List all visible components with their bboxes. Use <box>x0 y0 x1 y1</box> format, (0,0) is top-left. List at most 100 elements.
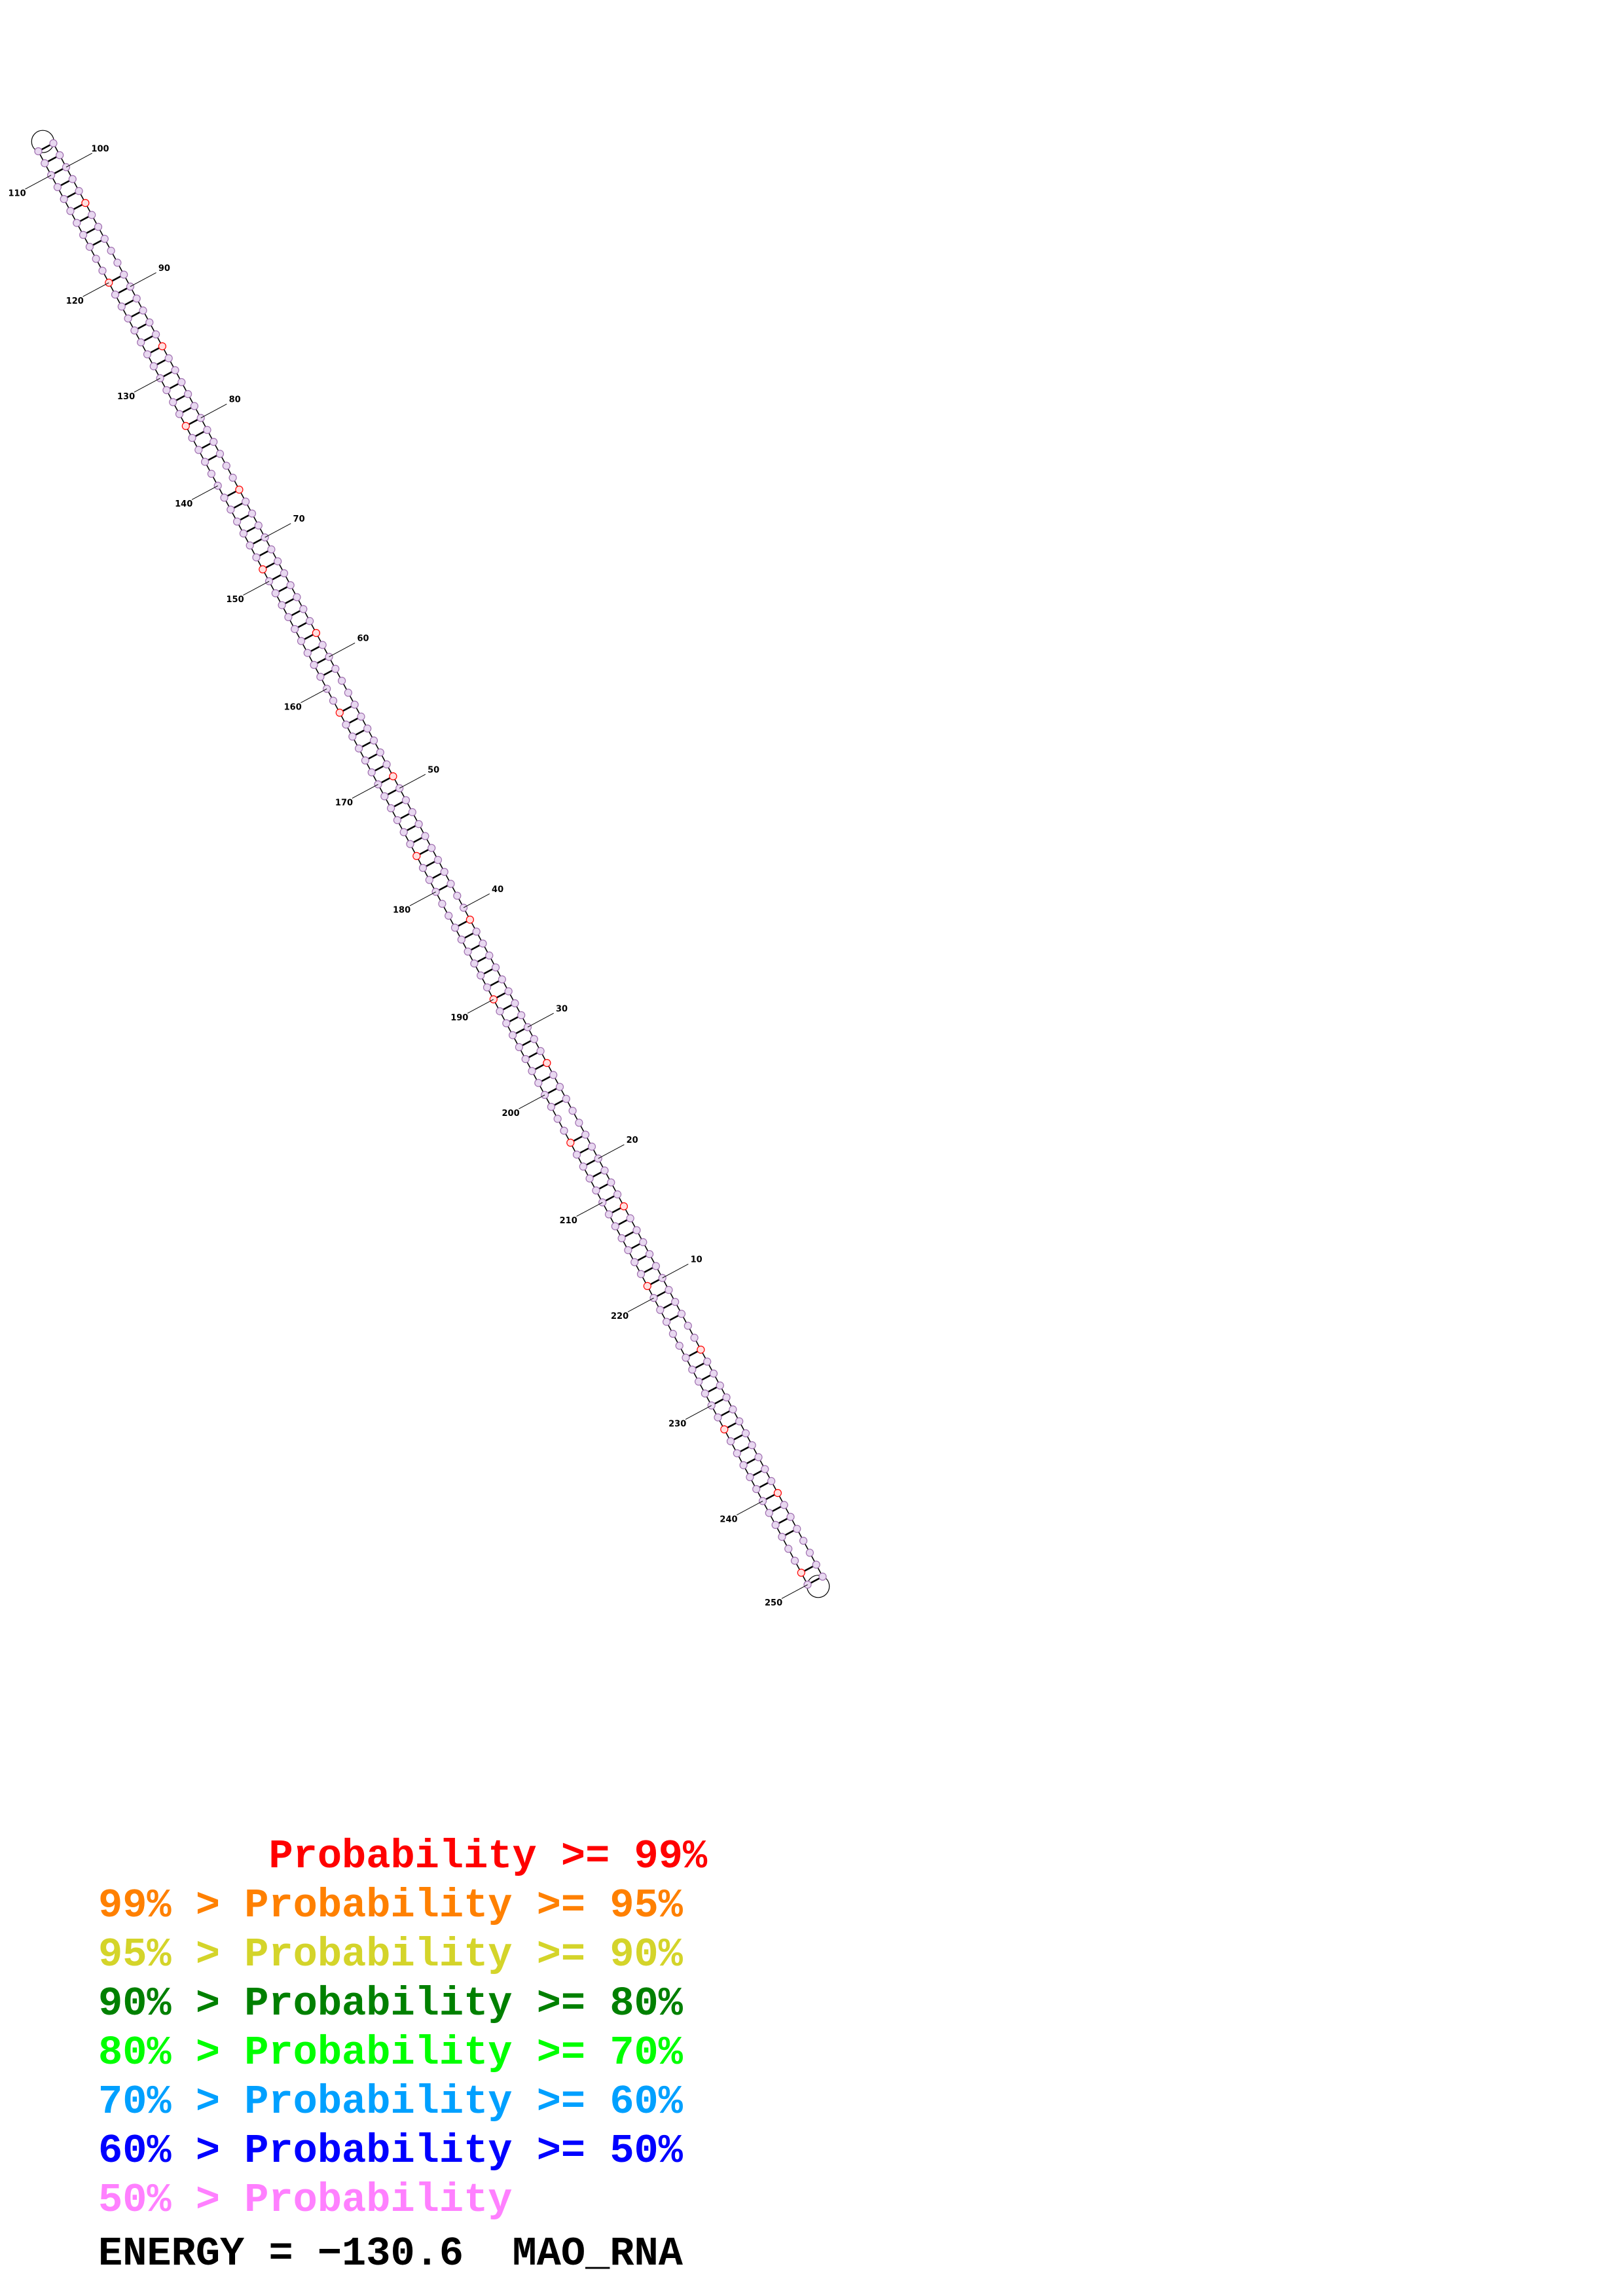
nucleotide <box>748 1441 756 1450</box>
nucleotide <box>508 1031 517 1039</box>
nucleotide <box>547 1102 556 1111</box>
nucleotide <box>158 342 166 351</box>
nucleotide <box>447 880 455 888</box>
nucleotide <box>786 1513 795 1521</box>
nucleotide <box>132 295 141 303</box>
nucleotide <box>438 899 447 908</box>
nucleotide <box>778 1533 786 1541</box>
nucleotide <box>376 748 384 757</box>
nucleotide <box>632 1226 641 1234</box>
position-label: 190 <box>450 1013 468 1023</box>
position-label: 70 <box>293 514 305 524</box>
nucleotide <box>643 1282 651 1291</box>
legend-entry-95: 99% > Probability >= 95% <box>98 1882 683 1929</box>
nucleotide <box>639 1238 647 1247</box>
nucleotide <box>130 326 139 334</box>
nucleotide <box>246 541 254 550</box>
position-label: 210 <box>560 1216 577 1226</box>
position-label: 140 <box>175 499 192 509</box>
nucleotide <box>485 951 494 960</box>
nucleotide <box>406 840 414 848</box>
position-label: 120 <box>66 296 84 306</box>
nucleotide <box>120 270 128 279</box>
nucleotide <box>517 1011 526 1020</box>
legend-entry-60: 70% > Probability >= 60% <box>98 2079 683 2125</box>
tick-line <box>576 1202 603 1217</box>
nucleotide <box>98 266 107 275</box>
nucleotide <box>107 247 115 255</box>
position-label: 130 <box>117 392 135 402</box>
position-label: 160 <box>284 702 302 712</box>
nucleotide <box>600 1166 609 1175</box>
nucleotide <box>465 915 475 924</box>
nucleotide <box>682 1354 690 1362</box>
nucleotide <box>143 350 152 359</box>
nucleotide <box>662 1318 671 1326</box>
nucleotide <box>220 493 228 502</box>
nucleotide <box>414 819 423 829</box>
position-label: 250 <box>765 1598 782 1608</box>
nucleotide <box>675 1342 684 1350</box>
nucleotide <box>213 481 222 490</box>
tick-line <box>301 688 327 704</box>
nucleotide <box>190 402 198 410</box>
nucleotide <box>515 1043 524 1052</box>
nucleotide <box>235 485 244 494</box>
nucleotide <box>271 589 280 598</box>
nucleotide <box>560 1126 568 1135</box>
nucleotide <box>594 1154 602 1163</box>
nucleotide <box>386 804 395 813</box>
tick-line <box>191 485 218 500</box>
nucleotide <box>293 593 301 601</box>
nucleotide <box>274 557 282 565</box>
nucleotide <box>171 366 179 374</box>
nucleotide <box>299 605 308 613</box>
nucleotide <box>111 291 120 299</box>
position-label: 50 <box>428 766 439 776</box>
nucleotide <box>408 808 416 817</box>
legend-entry-70: 80% > Probability >= 70% <box>98 2030 683 2076</box>
nucleotide <box>607 1178 615 1187</box>
position-label: 20 <box>627 1136 638 1145</box>
nucleotide <box>53 183 62 191</box>
nucleotide <box>56 151 64 160</box>
nucleotide <box>66 207 75 215</box>
nucleotide <box>457 935 465 944</box>
nucleotide <box>780 1501 788 1509</box>
nucleotide <box>389 772 397 781</box>
nucleotide <box>331 664 340 673</box>
position-label: 80 <box>229 395 241 405</box>
tick-line <box>82 282 109 297</box>
nucleotide <box>363 724 372 733</box>
tick-line <box>130 272 156 287</box>
nucleotide <box>752 1485 761 1494</box>
nucleotide <box>761 1465 769 1473</box>
nucleotide <box>137 338 145 347</box>
nucleotide <box>645 1249 654 1259</box>
position-label: 60 <box>357 634 369 644</box>
position-label: 200 <box>502 1109 520 1119</box>
nucleotide <box>587 1142 596 1151</box>
nucleotide <box>450 924 460 932</box>
nucleotide <box>511 999 519 1008</box>
nucleotide <box>81 199 90 207</box>
tick-line <box>463 893 490 908</box>
nucleotide <box>175 410 184 418</box>
nucleotide <box>433 855 443 865</box>
nucleotide <box>818 1572 827 1581</box>
tick-line <box>781 1584 808 1599</box>
nucleotide <box>247 509 257 518</box>
tick-line <box>409 891 436 906</box>
nucleotide <box>619 1202 629 1211</box>
nucleotide <box>496 1007 504 1016</box>
tick-line <box>627 1297 654 1312</box>
position-label: 40 <box>492 885 503 895</box>
nucleotide <box>585 1174 594 1183</box>
nucleotide <box>714 1413 722 1422</box>
nucleotide <box>805 1549 814 1557</box>
nucleotide <box>540 1090 549 1100</box>
nucleotide <box>483 983 492 992</box>
energy-label: ENERGY = −130.6 MAO_RNA <box>98 2231 683 2277</box>
nucleotide <box>746 1473 754 1481</box>
nucleotide <box>267 545 276 554</box>
